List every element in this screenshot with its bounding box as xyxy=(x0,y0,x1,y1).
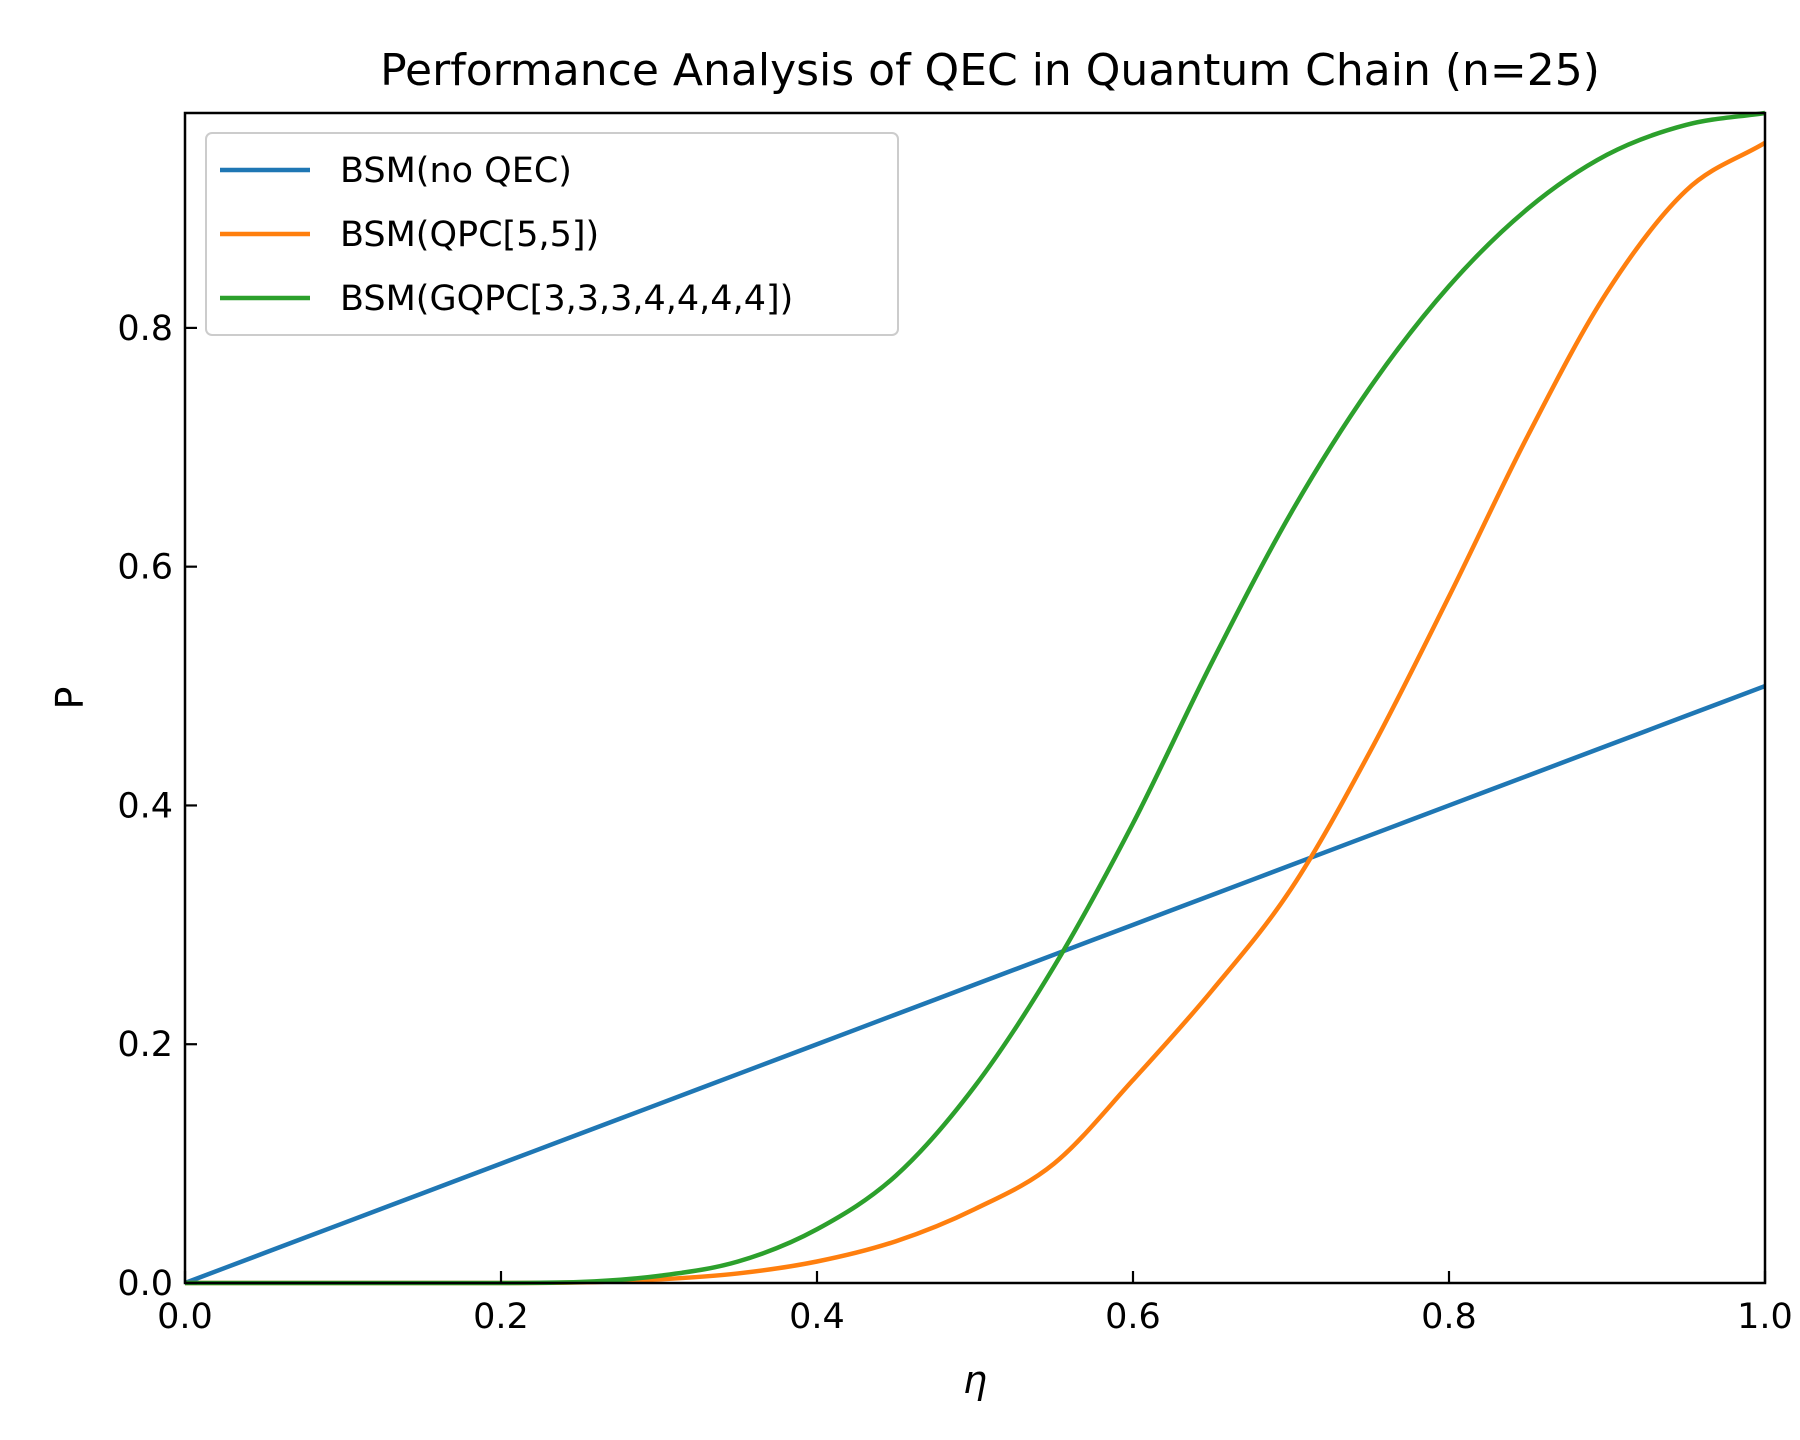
y-tick-label: 0.8 xyxy=(117,309,173,349)
legend-box xyxy=(205,132,899,336)
legend-label: BSM(no QEC) xyxy=(340,151,572,191)
series-line-1 xyxy=(184,683,1766,1286)
legend-label: BSM(QPC[5,5]) xyxy=(340,215,599,255)
x-tick-label: 0.6 xyxy=(1105,1297,1161,1337)
y-tick-label: 0.6 xyxy=(117,548,173,588)
x-tick-label: 1.0 xyxy=(1737,1297,1793,1337)
x-axis-ticks: 0.0 0.2 0.4 0.6 0.8 1.0 xyxy=(157,1271,1793,1337)
x-tick-label: 0.8 xyxy=(1421,1297,1477,1337)
x-tick-label: 0.2 xyxy=(473,1297,529,1337)
y-axis-label: P xyxy=(48,687,92,710)
y-tick-label: 0.4 xyxy=(117,786,173,826)
x-axis-label: η xyxy=(963,1358,987,1402)
y-tick-label: 0.2 xyxy=(117,1025,173,1065)
plot-area-frame xyxy=(183,111,1767,1285)
legend: BSM(no QEC) BSM(QPC[5,5]) BSM(GQPC[3,3,3,4… xyxy=(205,132,899,336)
y-axis-ticks: 0.0 0.2 0.4 0.6 0.8 xyxy=(117,309,197,1304)
x-tick-label: 0.0 xyxy=(157,1297,213,1337)
y-tick-label: 0.0 xyxy=(117,1264,173,1304)
legend-label: BSM(GQPC[3,3,3,4,4,4,4]) xyxy=(340,279,793,319)
x-tick-label: 0.4 xyxy=(789,1297,845,1337)
chart-title: Performance Analysis of QEC in Quantum C… xyxy=(380,45,1600,96)
